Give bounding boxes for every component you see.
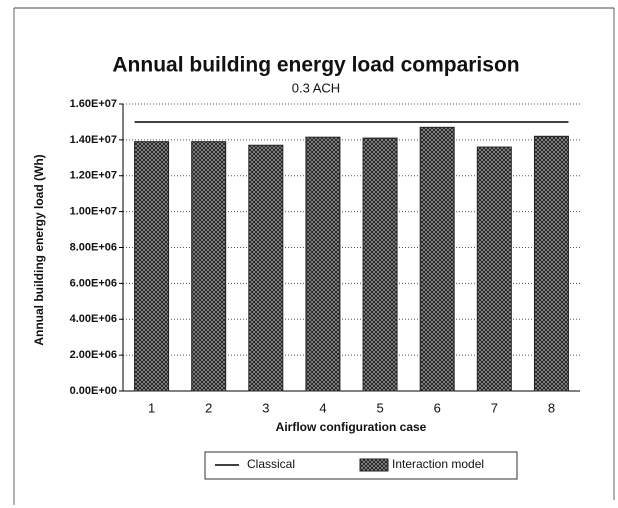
y-tick-label: 2.00E+06 [70, 349, 117, 361]
bar [476, 146, 512, 392]
x-tick-label: 4 [319, 400, 326, 415]
legend-label: Interaction model [392, 457, 484, 471]
bar [362, 137, 398, 392]
bar [248, 144, 284, 392]
y-tick-label: 4.00E+06 [70, 313, 117, 325]
y-tick-label: 0.00E+00 [70, 385, 117, 397]
bar [134, 141, 170, 392]
y-tick-label: 1.40E+07 [70, 134, 117, 146]
legend-box [204, 451, 518, 480]
y-tick-label: 1.00E+07 [70, 206, 117, 218]
x-tick-label: 6 [434, 400, 441, 415]
bar [191, 141, 227, 392]
y-tick-label: 8.00E+06 [70, 241, 117, 253]
x-tick-label: 5 [376, 400, 383, 415]
bar [305, 136, 341, 392]
legend-label: Classical [247, 457, 295, 471]
x-axis-label: Airflow configuration case [276, 420, 427, 434]
x-tick-label: 7 [491, 400, 498, 415]
bar [419, 126, 455, 392]
x-tick-label: 8 [548, 400, 555, 415]
legend-swatch [359, 458, 389, 472]
chart-subtitle: 0.3 ACH [292, 80, 340, 95]
y-axis-label: Annual building energy load (Wh) [32, 154, 46, 345]
bar [533, 135, 569, 392]
x-tick-label: 3 [262, 400, 269, 415]
y-tick-label: 1.20E+07 [70, 170, 117, 182]
y-tick-label: 1.60E+07 [70, 98, 117, 110]
x-tick-label: 2 [205, 400, 212, 415]
x-tick-label: 1 [148, 400, 155, 415]
chart-title: Annual building energy load comparison [112, 54, 519, 77]
y-tick-label: 6.00E+06 [70, 277, 117, 289]
